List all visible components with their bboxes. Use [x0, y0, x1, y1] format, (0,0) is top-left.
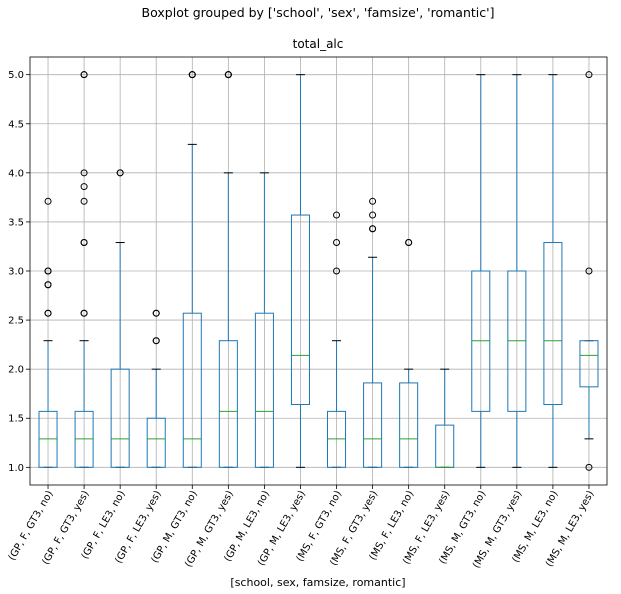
box-group: [146, 309, 166, 468]
y-tick-label: 3.0: [8, 267, 24, 278]
flier-point: [333, 267, 341, 275]
y-tick-label: 4.0: [8, 168, 24, 179]
box-group: [435, 368, 455, 468]
y-tick-label: 2.5: [8, 316, 24, 327]
flier-point: [152, 309, 160, 317]
iqr-box: [579, 340, 599, 388]
box-group: [110, 169, 130, 468]
flier-point: [44, 281, 52, 289]
flier-point: [152, 337, 160, 345]
box-group: [182, 71, 202, 468]
flier-point: [80, 197, 88, 205]
flier-point: [188, 71, 196, 79]
flier-point: [80, 239, 88, 247]
flier-point: [116, 169, 124, 177]
flier-point: [369, 197, 377, 205]
flier-point: [369, 211, 377, 219]
y-tick-label: 2.0: [8, 365, 24, 376]
box-group: [363, 197, 383, 468]
flier-point: [585, 71, 593, 79]
flier-point: [44, 267, 52, 275]
y-tick-label: 1.0: [8, 463, 24, 474]
box-group: [507, 74, 527, 468]
box-group: [74, 71, 94, 468]
iqr-box: [363, 382, 383, 468]
flier-point: [44, 197, 52, 205]
flier-point: [333, 211, 341, 219]
iqr-box: [254, 312, 274, 468]
figure-suptitle: Boxplot grouped by ['school', 'sex', 'fa…: [142, 5, 495, 20]
flier-point: [224, 71, 232, 79]
flier-point: [585, 463, 593, 471]
box-group: [38, 197, 58, 468]
iqr-box: [399, 382, 419, 468]
flier-point: [369, 225, 377, 233]
iqr-box: [290, 214, 310, 406]
box-group: [543, 74, 563, 468]
box-group: [327, 211, 347, 468]
box-group: [218, 71, 238, 468]
box-group: [254, 172, 274, 468]
flier-point: [44, 309, 52, 317]
y-tick-label: 1.5: [8, 414, 24, 425]
chart-title: total_alc: [293, 37, 344, 51]
flier-point: [333, 239, 341, 247]
flier-point: [405, 239, 413, 247]
iqr-box: [182, 312, 202, 468]
box-group: [579, 71, 599, 471]
box-series: [38, 71, 599, 471]
box-group: [471, 74, 491, 468]
iqr-box: [146, 417, 166, 468]
iqr-box: [543, 242, 563, 406]
y-tick-label: 3.5: [8, 217, 24, 228]
flier-point: [80, 169, 88, 177]
plot-frame: [29, 56, 608, 486]
iqr-box: [218, 340, 238, 468]
y-tick-label: 5.0: [8, 70, 24, 81]
flier-point: [80, 71, 88, 79]
y-tick-label: 4.5: [8, 119, 24, 130]
flier-point: [80, 183, 88, 191]
box-group: [399, 239, 419, 468]
flier-point: [585, 267, 593, 275]
flier-point: [80, 309, 88, 317]
x-axis-label: [school, sex, famsize, romantic]: [230, 576, 405, 589]
iqr-box: [110, 368, 130, 468]
box-group: [290, 74, 310, 468]
